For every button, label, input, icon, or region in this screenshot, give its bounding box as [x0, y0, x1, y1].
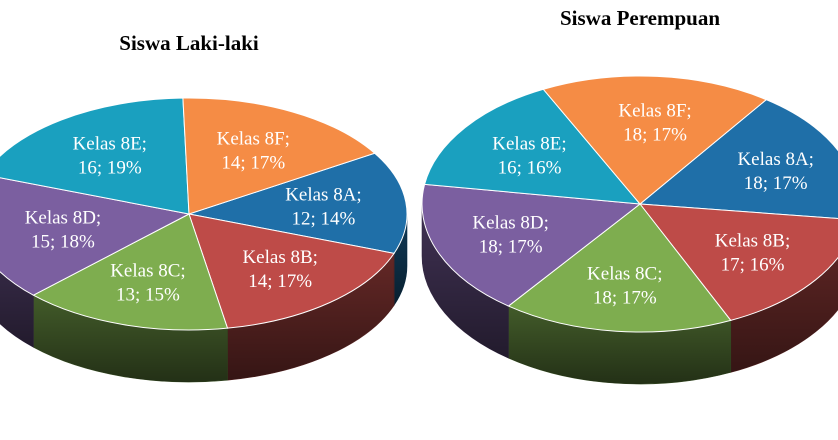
pie-slice-side-shade — [33, 295, 228, 382]
data-label-category: Kelas 8C; — [587, 263, 662, 284]
data-label-category: Kelas 8F; — [217, 129, 290, 150]
data-label-category: Kelas 8B; — [715, 230, 790, 251]
data-label: Kelas 8B; 14; 17% — [242, 247, 317, 292]
data-label-category: Kelas 8B; — [242, 247, 317, 268]
pie-slice-side-shade — [508, 306, 731, 385]
data-label-category: Kelas 8A; — [285, 185, 362, 206]
data-label-value: 16; 19% — [78, 158, 142, 179]
pie-body: Kelas 8A; 18; 17% Kelas 8B; 17; 16% Kelas 8C… — [421, 75, 838, 385]
pie-slice-kelas-8b — [188, 213, 395, 329]
data-label-value: 14; 17% — [221, 153, 285, 174]
data-label-value: 13; 15% — [116, 285, 180, 306]
data-label: Kelas 8C; 18; 17% — [587, 263, 662, 308]
data-label-value: 16; 16% — [498, 158, 562, 179]
data-label-category: Kelas 8C; — [110, 261, 185, 282]
data-label-value: 17; 16% — [721, 254, 785, 275]
chart-title: Siswa Perempuan — [560, 6, 720, 30]
pie-slice-kelas-8d — [421, 183, 642, 307]
pie-slices — [0, 97, 408, 331]
data-label-value: 15; 18% — [31, 231, 95, 252]
data-label: Kelas 8E; 16; 16% — [492, 134, 566, 179]
data-label-category: Kelas 8F; — [618, 100, 691, 121]
pie-slice-kelas-8f — [182, 97, 376, 215]
data-label-value: 12; 14% — [292, 209, 356, 230]
pie-body: Kelas 8A; 12; 14% Kelas 8B; 14; 17% Kelas 8C… — [0, 97, 408, 383]
pie-slice-kelas-8a — [187, 152, 408, 254]
data-label: Kelas 8D; 15; 18% — [25, 207, 102, 252]
data-label-value: 18; 17% — [623, 124, 687, 145]
pie-slice-kelas-8d — [0, 177, 191, 296]
pie-chart-laki-laki: Siswa Laki-laki Kelas 8A; 12; 14% Kelas 8B… — [0, 31, 408, 383]
data-label: Kelas 8D; 18; 17% — [472, 213, 549, 258]
data-label-category: Kelas 8D; — [472, 213, 549, 234]
pie-slice-side-shade — [394, 214, 407, 306]
data-label-category: Kelas 8A; — [737, 149, 814, 170]
data-label-category: Kelas 8D; — [25, 207, 102, 228]
pie-labels: Kelas 8A; 12; 14% Kelas 8B; 14; 17% Kelas 8C… — [25, 129, 362, 306]
pie-slice-kelas-8e — [423, 88, 642, 205]
data-label: Kelas 8C; 13; 15% — [110, 261, 185, 306]
data-label-value: 18; 17% — [593, 287, 657, 308]
data-label: Kelas 8F; 14; 17% — [217, 129, 290, 174]
data-label: Kelas 8B; 17; 16% — [715, 230, 790, 275]
data-label-value: 18; 17% — [479, 237, 543, 258]
data-label: Kelas 8A; 12; 14% — [285, 185, 362, 230]
data-label-category: Kelas 8E; — [73, 134, 147, 155]
pie-slice-kelas-8c — [507, 203, 732, 333]
data-label: Kelas 8A; 18; 17% — [737, 149, 814, 194]
pie-slice-kelas-8e — [0, 97, 190, 215]
data-label: Kelas 8F; 18; 17% — [618, 100, 691, 145]
data-label: Kelas 8E; 16; 19% — [73, 134, 147, 179]
data-label-value: 18; 17% — [744, 173, 808, 194]
pie-slice-kelas-8f — [542, 75, 768, 205]
pie-chart-perempuan: Siswa Perempuan Kelas 8A; 18; 17% Kelas 8B… — [421, 6, 838, 385]
pie-slice-kelas-8a — [638, 99, 838, 220]
chart-title: Siswa Laki-laki — [119, 31, 259, 55]
pie-slice-side-shade — [227, 253, 395, 381]
data-label-value: 14; 17% — [248, 271, 312, 292]
pie-slice-kelas-8c — [32, 213, 229, 331]
pie-slices — [421, 75, 838, 333]
pie-labels: Kelas 8A; 18; 17% Kelas 8B; 17; 16% Kelas 8C… — [472, 100, 814, 308]
data-label-category: Kelas 8E; — [492, 134, 566, 155]
pie-slice-kelas-8b — [638, 203, 838, 321]
pie-slice-side-shade — [730, 257, 838, 373]
